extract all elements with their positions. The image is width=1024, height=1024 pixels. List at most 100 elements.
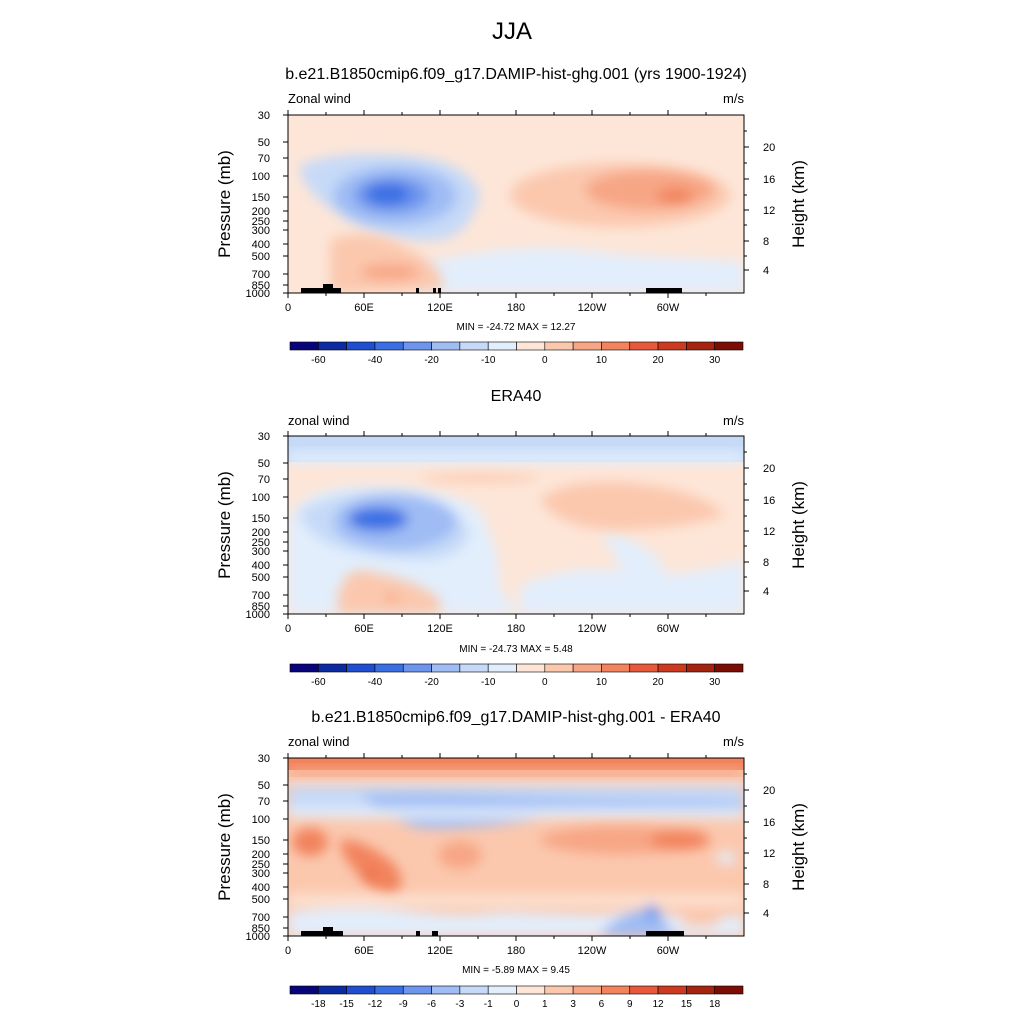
height-tick-label: 16 <box>763 174 775 186</box>
colorbar-swatch <box>601 985 631 995</box>
colorbar-label: -60 <box>311 677 326 688</box>
colorbar-swatch <box>686 985 715 995</box>
height-tick-label: 20 <box>763 785 775 797</box>
panel-3-title: b.e21.B1850cmip6.f09_g17.DAMIP-hist-ghg.… <box>311 709 720 726</box>
longitude-tick-label: 120W <box>578 302 607 314</box>
colorbar-swatch <box>516 663 546 673</box>
longitude-tick-label: 120W <box>578 945 607 957</box>
longitude-tick-label: 60E <box>354 302 374 314</box>
colorbar-label: -40 <box>368 355 383 366</box>
longitude-tick-label: 60W <box>657 302 680 314</box>
colorbar-swatch <box>601 341 631 351</box>
pressure-tick-label: 70 <box>258 796 270 808</box>
panel-3-ylabel-right: Height (km) <box>789 803 808 891</box>
colorbar-label: -10 <box>481 355 496 366</box>
height-tick-label: 20 <box>763 142 775 154</box>
longitude-tick-label: 120E <box>427 302 453 314</box>
panel-3-stats: MIN = -5.89 MAX = 9.45 <box>462 965 570 976</box>
longitude-tick-label: 60E <box>354 945 374 957</box>
pressure-tick-label: 70 <box>258 474 270 486</box>
colorbar-swatch <box>657 341 687 351</box>
colorbar-label: -10 <box>481 677 496 688</box>
longitude-tick-label: 0 <box>285 302 291 314</box>
panel-1-label-left: Zonal wind <box>288 91 351 106</box>
colorbar-label: -6 <box>427 999 436 1010</box>
colorbar-label: -18 <box>311 999 326 1010</box>
pressure-tick-label: 300 <box>252 868 270 880</box>
colorbar-label: -40 <box>368 677 383 688</box>
pressure-tick-label: 150 <box>252 835 270 847</box>
colorbar-label: -3 <box>455 999 464 1010</box>
colorbar-swatch <box>544 341 574 351</box>
colorbar-swatch <box>318 341 347 351</box>
height-tick-label: 8 <box>763 557 769 569</box>
pressure-tick-label: 250 <box>252 859 270 871</box>
pressure-tick-label: 50 <box>258 780 270 792</box>
colorbar-swatch <box>487 663 517 673</box>
colorbar-label: 20 <box>653 677 665 688</box>
pressure-tick-label: 200 <box>252 206 270 218</box>
pressure-tick-label: 500 <box>252 251 270 263</box>
colorbar-swatch <box>487 341 517 351</box>
height-tick-label: 4 <box>763 265 769 277</box>
pressure-tick-label: 1000 <box>246 931 270 943</box>
axis-tick-labels: 3050701001502002503004005007008501000201… <box>246 110 776 957</box>
pressure-tick-label: 850 <box>252 280 270 292</box>
panel-2-stats: MIN = -24.73 MAX = 5.48 <box>459 644 573 655</box>
panel-1-ylabel-left: Pressure (mb) <box>215 150 234 258</box>
colorbar-swatch <box>572 341 602 351</box>
colorbar-swatch <box>459 663 489 673</box>
colorbar-swatch <box>516 985 546 995</box>
colorbar-swatch <box>402 663 432 673</box>
panel-3-contour-field <box>288 758 744 936</box>
height-tick-label: 8 <box>763 879 769 891</box>
colorbar-swatch <box>402 985 432 995</box>
longitude-tick-label: 60W <box>657 945 680 957</box>
longitude-tick-label: 180 <box>507 945 525 957</box>
colorbar-swatch <box>346 985 376 995</box>
height-tick-label: 16 <box>763 495 775 507</box>
colorbar-swatch <box>544 663 574 673</box>
panel-3-colorbar: -18 -15 -12 -9 -6 -3 -1 0 1 3 6 9 12 15 18 <box>289 985 744 1010</box>
colorbar-label: 15 <box>681 999 693 1010</box>
colorbar-swatch <box>487 985 517 995</box>
panel-2-label-right: m/s <box>723 413 744 428</box>
colorbar-swatch <box>629 663 659 673</box>
height-tick-label: 16 <box>763 817 775 829</box>
colorbar-label: -20 <box>424 677 439 688</box>
colorbar-swatch <box>289 663 319 673</box>
panel-1-contour-field <box>288 115 744 293</box>
panel-1-label-right: m/s <box>723 91 744 106</box>
colorbar-label: -12 <box>368 999 383 1010</box>
colorbar-swatch <box>714 341 744 351</box>
colorbar-label: -1 <box>484 999 493 1010</box>
longitude-tick-label: 180 <box>507 302 525 314</box>
pressure-tick-label: 200 <box>252 849 270 861</box>
colorbar-swatch <box>346 663 376 673</box>
panel-2-ylabel-right: Height (km) <box>789 481 808 569</box>
longitude-tick-label: 0 <box>285 623 291 635</box>
colorbar-swatch <box>431 341 461 351</box>
pressure-tick-label: 700 <box>252 269 270 281</box>
colorbar-label: -60 <box>311 355 326 366</box>
colorbar-label: 0 <box>542 355 548 366</box>
panel-3-label-left: zonal wind <box>288 734 349 749</box>
colorbar-label: 20 <box>653 355 665 366</box>
colorbar-swatch <box>544 985 574 995</box>
panel-1-ylabel-right: Height (km) <box>789 160 808 248</box>
pressure-tick-label: 700 <box>252 590 270 602</box>
colorbar-label: 0 <box>542 677 548 688</box>
colorbar-swatch <box>601 663 631 673</box>
colorbar-label: -20 <box>424 355 439 366</box>
pressure-tick-label: 700 <box>252 912 270 924</box>
pressure-tick-label: 300 <box>252 225 270 237</box>
colorbar-swatch <box>346 341 376 351</box>
pressure-tick-label: 100 <box>252 492 270 504</box>
colorbar-swatch <box>629 985 659 995</box>
longitude-tick-label: 120E <box>427 623 453 635</box>
pressure-tick-label: 30 <box>258 753 270 765</box>
colorbar-label: 1 <box>542 999 548 1010</box>
height-tick-label: 4 <box>763 586 769 598</box>
panel-1-title: b.e21.B1850cmip6.f09_g17.DAMIP-hist-ghg.… <box>285 66 747 83</box>
pressure-tick-label: 100 <box>252 814 270 826</box>
